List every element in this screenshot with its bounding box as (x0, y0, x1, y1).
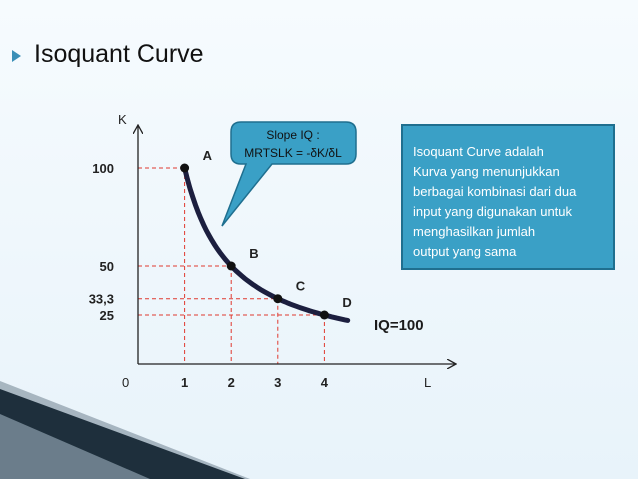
data-point (273, 294, 283, 304)
data-point (226, 261, 236, 271)
bullet-arrow-icon (12, 50, 21, 62)
point-label: C (296, 279, 306, 294)
series-label: IQ=100 (374, 317, 424, 334)
point-label: B (249, 246, 258, 261)
y-tick-label: 25 (100, 308, 114, 323)
definition-line: menghasilkan jumlah (413, 224, 536, 239)
callout-shape (221, 121, 357, 227)
slide-title: Isoquant Curve (34, 40, 204, 68)
x-tick-label: 2 (228, 375, 235, 390)
definition-box: Isoquant Curve adalah Kurva yang menunju… (401, 124, 615, 270)
y-axis-title: K (118, 112, 127, 127)
y-tick-label: 33,3 (89, 292, 114, 307)
x-axis-title: L (424, 375, 431, 390)
y-tick-label: 100 (92, 161, 114, 176)
definition-line: berbagai kombinasi dari dua (413, 184, 577, 199)
footer-decoration (0, 381, 250, 479)
origin-label: 0 (122, 375, 129, 390)
y-tick-label: 50 (100, 259, 114, 274)
data-point (319, 310, 329, 320)
x-tick-label: 1 (181, 375, 188, 390)
definition-line: output yang sama (413, 244, 517, 259)
definition-line: input yang digunakan untuk (413, 204, 573, 219)
slope-callout: Slope IQ : MRTSLK = -δK/δL (221, 121, 357, 227)
x-tick-label: 4 (321, 375, 329, 390)
callout-line: MRTSLK = -δK/δL (244, 146, 342, 160)
point-label: A (203, 148, 213, 163)
definition-line: Isoquant Curve adalah (413, 144, 544, 159)
point-label: D (342, 295, 351, 310)
callout-line: Slope IQ : (266, 128, 319, 142)
x-tick-label: 3 (274, 375, 281, 390)
definition-line: Kurva yang menunjukkan (413, 164, 560, 179)
data-point (180, 163, 190, 173)
isoquant-curve (182, 165, 351, 323)
